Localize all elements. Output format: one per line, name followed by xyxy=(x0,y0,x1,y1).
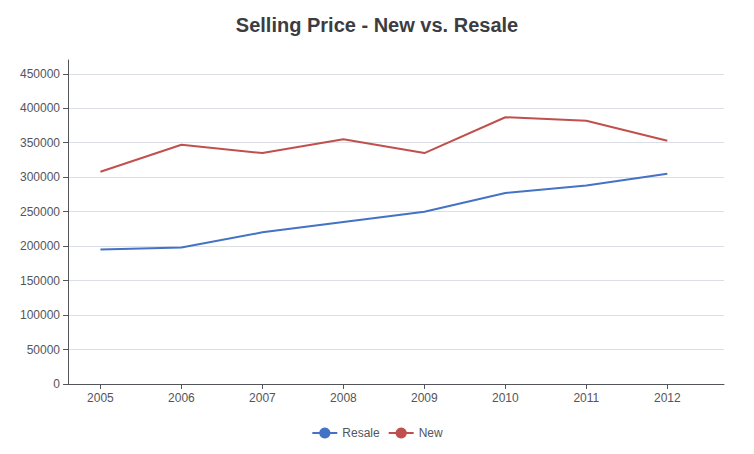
svg-text:0: 0 xyxy=(53,377,60,391)
svg-text:250000: 250000 xyxy=(20,205,60,219)
svg-text:2009: 2009 xyxy=(411,391,438,405)
svg-text:2010: 2010 xyxy=(492,391,519,405)
svg-text:2011: 2011 xyxy=(573,391,599,405)
svg-text:400000: 400000 xyxy=(20,101,60,115)
svg-text:2012: 2012 xyxy=(654,391,681,405)
svg-text:2005: 2005 xyxy=(87,391,114,405)
svg-text:Resale: Resale xyxy=(342,426,380,440)
svg-text:350000: 350000 xyxy=(20,136,60,150)
svg-text:2006: 2006 xyxy=(168,391,195,405)
svg-text:150000: 150000 xyxy=(20,274,60,288)
svg-text:450000: 450000 xyxy=(20,67,60,81)
svg-text:100000: 100000 xyxy=(20,308,60,322)
svg-text:50000: 50000 xyxy=(27,343,61,357)
svg-text:200000: 200000 xyxy=(20,239,60,253)
svg-text:2008: 2008 xyxy=(330,391,357,405)
svg-text:2007: 2007 xyxy=(249,391,276,405)
svg-text:Selling Price - New vs. Resale: Selling Price - New vs. Resale xyxy=(236,14,518,36)
svg-text:300000: 300000 xyxy=(20,170,60,184)
svg-text:New: New xyxy=(419,426,443,440)
